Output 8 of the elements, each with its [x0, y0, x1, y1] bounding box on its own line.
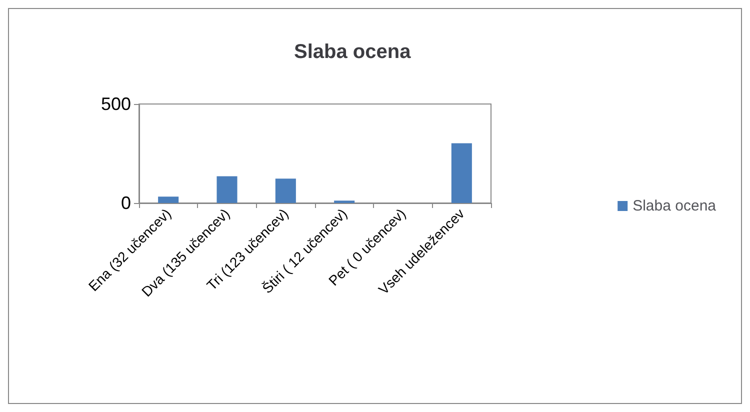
y-tick-label: 0	[120, 193, 131, 213]
chart-title: Slaba ocena	[294, 41, 412, 63]
y-tick-label: 500	[100, 94, 131, 114]
bar	[451, 143, 472, 203]
legend-label: Slaba ocena	[632, 198, 717, 214]
bar	[216, 176, 238, 203]
bar	[158, 196, 179, 203]
bar	[275, 178, 296, 203]
